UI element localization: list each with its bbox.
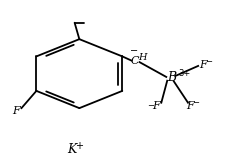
Text: B: B bbox=[167, 71, 176, 84]
Text: C: C bbox=[130, 56, 139, 66]
Text: 3+: 3+ bbox=[179, 69, 191, 78]
Text: F: F bbox=[186, 101, 194, 111]
Text: K: K bbox=[68, 143, 77, 156]
Text: +: + bbox=[75, 141, 83, 151]
Text: H: H bbox=[138, 53, 147, 62]
Text: −: − bbox=[192, 98, 199, 107]
Text: F: F bbox=[12, 106, 19, 116]
Text: F: F bbox=[152, 101, 160, 111]
Text: −: − bbox=[147, 101, 154, 110]
Text: F: F bbox=[200, 60, 207, 70]
Text: −: − bbox=[130, 46, 138, 56]
Text: −: − bbox=[205, 57, 212, 66]
